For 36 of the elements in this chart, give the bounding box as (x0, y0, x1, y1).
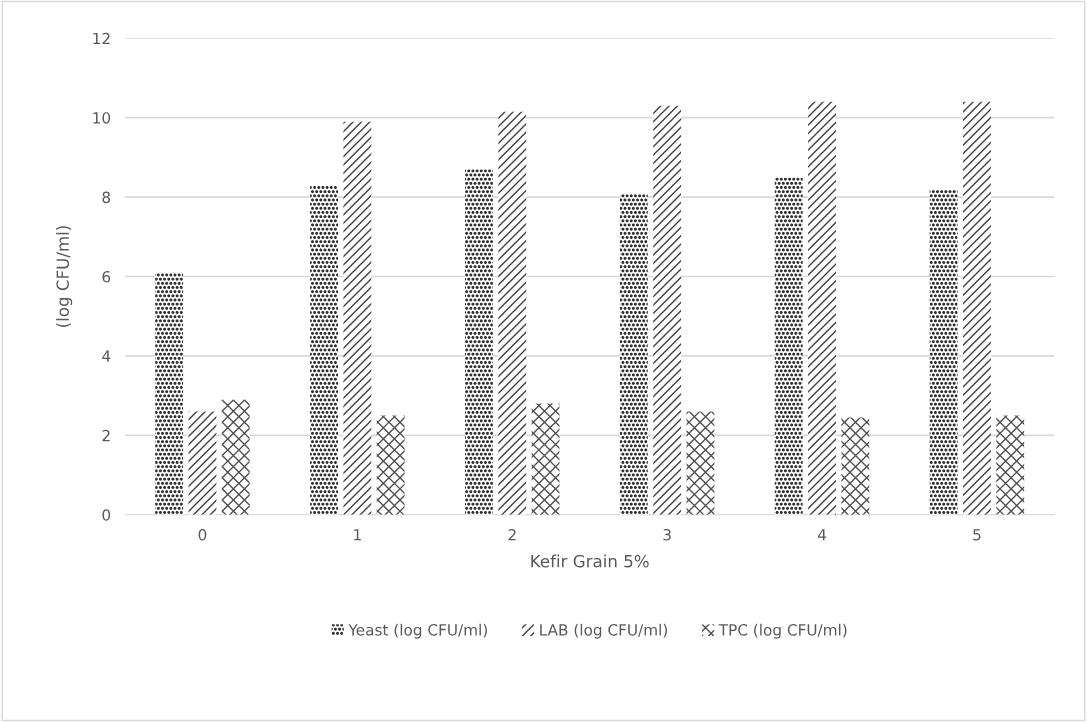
bar (343, 121, 372, 515)
x-tick-label: 3 (663, 528, 671, 541)
bar (653, 105, 682, 515)
y-tick-label: 8 (102, 191, 111, 204)
x-tick-label: 5 (973, 529, 981, 541)
y-tick-label: 0 (102, 509, 111, 521)
bar (808, 101, 836, 515)
bar (221, 399, 250, 515)
y-tick-label: 12 (93, 32, 110, 45)
bar (619, 193, 648, 515)
y-tick-label: 4 (102, 350, 111, 362)
bar (841, 417, 870, 515)
legend-label: LAB (log CFU/ml) (540, 623, 667, 639)
bar (686, 411, 715, 515)
y-tick-label: 6 (102, 270, 111, 283)
y-tick-label: 2 (102, 429, 110, 442)
x-tick-label: 4 (817, 529, 827, 541)
bar (376, 415, 405, 515)
bar (310, 185, 338, 515)
bar (996, 415, 1025, 515)
bar (465, 169, 493, 515)
legend-label: Yeast (log CFU/ml) (348, 623, 487, 639)
bar (531, 403, 560, 515)
x-tick-label: 1 (354, 529, 361, 541)
x-tick-label: 2 (508, 528, 516, 541)
y-tick-label: 10 (93, 112, 111, 124)
bar (155, 272, 184, 515)
legend-label: TPC (log CFU/ml) (718, 623, 847, 639)
bar (963, 101, 991, 515)
bar (188, 411, 217, 515)
bar (498, 111, 527, 515)
bar (774, 177, 803, 515)
y-axis-title: (log CFU/ml) (56, 226, 73, 327)
x-tick-label: 0 (198, 528, 207, 541)
x-axis-title: Kefir Grain 5% (531, 554, 649, 568)
bar (929, 189, 958, 515)
